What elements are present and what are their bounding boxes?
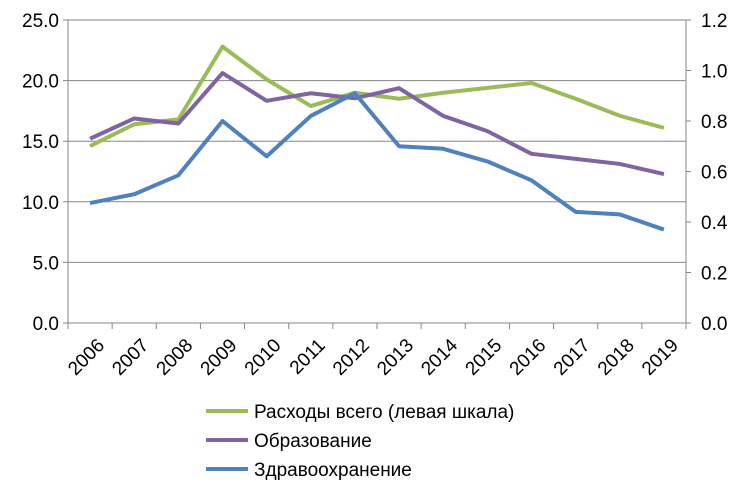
right-tick-label: 0.6: [701, 163, 727, 184]
left-tick-label: 25.0: [22, 11, 59, 32]
x-tick-label: 2010: [241, 335, 286, 380]
series-line-1: [89, 44, 665, 148]
x-tick-label: 2011: [286, 335, 330, 379]
left-tick-label: 0.0: [33, 314, 59, 335]
right-tick-label: 1.0: [701, 62, 727, 83]
right-tick-label: 0.4: [701, 213, 728, 234]
x-tick-label: 2012: [329, 335, 374, 380]
left-tick-label: 20.0: [22, 72, 59, 93]
x-tick-label: 2007: [108, 335, 153, 380]
x-tick-label: 2006: [64, 335, 109, 380]
legend-label: Здравоохранение: [254, 460, 412, 481]
x-tick-label: 2015: [462, 335, 507, 380]
left-tick-label: 5.0: [33, 253, 59, 274]
right-tick-label: 0.2: [701, 264, 727, 285]
left-tick-label: 15.0: [22, 132, 59, 153]
series-line-2: [89, 71, 665, 176]
right-tick-label: 0.0: [701, 314, 727, 335]
x-tick-label: 2018: [594, 335, 639, 380]
x-tick-label: 2008: [153, 335, 198, 380]
x-tick-label: 2014: [417, 335, 462, 380]
series-line-3: [89, 91, 665, 232]
x-tick-label: 2017: [550, 335, 595, 380]
x-tick-label: 2016: [506, 335, 551, 380]
x-tick-label: 2009: [197, 335, 242, 380]
x-tick-label: 2019: [638, 335, 683, 380]
right-tick-label: 1.2: [701, 11, 727, 32]
right-tick-label: 0.8: [701, 112, 727, 133]
legend-label: Образование: [254, 431, 372, 452]
x-tick-label: 2013: [373, 335, 418, 380]
legend-label: Расходы всего (левая шкала): [254, 402, 514, 423]
left-tick-label: 10.0: [22, 193, 59, 214]
